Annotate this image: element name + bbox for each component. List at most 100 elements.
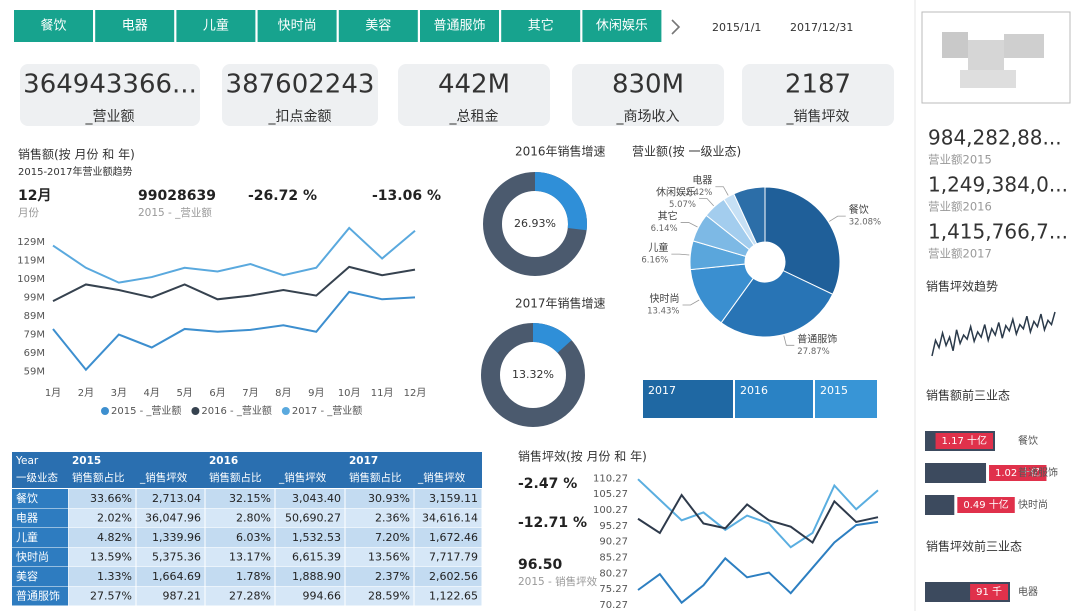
- year-button[interactable]: [735, 380, 813, 418]
- series-line: [637, 493, 879, 544]
- series-line: [637, 520, 879, 605]
- y-tick-label: 69M: [24, 348, 45, 359]
- table-cell: [205, 547, 275, 567]
- table-cell: [275, 528, 345, 547]
- logo-blur: [960, 70, 1016, 88]
- pie-slice: [720, 269, 834, 338]
- tab-label: 其它: [528, 18, 554, 34]
- x-tick-label: 5月: [176, 387, 192, 399]
- table-year: 2015: [72, 455, 101, 467]
- y-tick-label: 70.27: [599, 600, 628, 611]
- tab[interactable]: [176, 10, 256, 42]
- ring-label: 26.93%: [514, 217, 556, 230]
- table-cell: [275, 489, 345, 508]
- table-cell: [12, 508, 68, 528]
- tab[interactable]: [582, 10, 662, 42]
- table-cell: [275, 567, 345, 586]
- x-tick-label: 2月: [78, 387, 94, 399]
- ring-arc: [535, 172, 587, 231]
- y-tick-label: 85.27: [599, 552, 628, 563]
- chart-title: 销售坪效(按 月份 和 年): [518, 449, 647, 464]
- kpi-value: 442M: [438, 70, 510, 100]
- year-button-label: 2016: [740, 384, 768, 397]
- table-cell-text: 987.21: [163, 590, 202, 603]
- year-button[interactable]: [643, 380, 733, 418]
- tab-scroll-arrow[interactable]: [671, 19, 681, 35]
- table-row-label: 快时尚: [16, 550, 49, 564]
- tab[interactable]: [501, 10, 581, 42]
- x-tick-label: 6月: [209, 387, 225, 399]
- y-tick-label: 90.27: [599, 537, 628, 548]
- bar-label-box: [935, 433, 993, 449]
- sidebar-kpi-value: 1,249,384,0...: [928, 173, 1068, 197]
- table-cell: [345, 567, 414, 586]
- x-tick-label: 1月: [45, 387, 61, 399]
- x-tick-label: 7月: [242, 387, 258, 399]
- pie-category: 快时尚: [650, 292, 680, 305]
- table-cell: [68, 547, 136, 567]
- x-tick-label: 9月: [308, 387, 324, 399]
- table-cell-text: 7,717.79: [429, 551, 478, 564]
- pie-leader: [671, 253, 690, 256]
- pie-leader: [783, 335, 795, 346]
- tab[interactable]: [14, 10, 93, 42]
- y-tick-label: 95.27: [599, 521, 628, 532]
- table-column: _销售坪效: [417, 471, 466, 484]
- tab[interactable]: [257, 10, 337, 42]
- tab-label: 餐饮: [40, 18, 66, 34]
- kpi-card: [742, 64, 894, 126]
- series-line: [52, 290, 416, 372]
- table-cell: [414, 586, 482, 606]
- pie-value-label: 32.08%: [849, 218, 881, 228]
- card-value: -12.71 %: [518, 515, 587, 531]
- table-cell-text: 13.56%: [368, 551, 410, 564]
- pie-leader: [680, 222, 698, 228]
- table-cell-text: 4.82%: [97, 531, 132, 544]
- table-cell-text: 30.93%: [368, 492, 410, 505]
- table-header-label: 一级业态: [16, 471, 58, 484]
- table-column: 销售额占比: [209, 471, 262, 484]
- kpi-label: _总租金: [449, 109, 499, 125]
- table-cell: [136, 567, 205, 586]
- logo-blur: [968, 40, 1004, 70]
- x-tick-label: 12月: [404, 387, 427, 399]
- table-cell: [68, 508, 136, 528]
- table-cell-text: 2.80%: [236, 512, 271, 525]
- table-cell-text: 27.57%: [90, 590, 132, 603]
- tab[interactable]: [420, 10, 499, 42]
- sidebar-kpi-label: 营业额2017: [928, 247, 992, 261]
- tab[interactable]: [338, 10, 418, 42]
- kpi-label: _营业额: [85, 109, 135, 125]
- y-tick-label: 109M: [17, 274, 45, 285]
- table-cell-text: 1,888.90: [292, 570, 341, 583]
- card-value: 96.50: [518, 557, 563, 573]
- pie-leader: [715, 186, 729, 196]
- tab[interactable]: [95, 10, 175, 42]
- table-cell: [414, 528, 482, 547]
- y-tick-label: 110.27: [593, 473, 628, 484]
- table-cell-text: 2,713.04: [152, 492, 201, 505]
- card-value: 99028639: [138, 188, 216, 204]
- table-row-label: 电器: [16, 512, 38, 525]
- card-value: 12月: [18, 188, 51, 204]
- chart-subtitle: 2015-2017年营业额趋势: [18, 165, 133, 178]
- table-cell-text: 2.36%: [375, 512, 410, 525]
- table-cell: [414, 489, 482, 508]
- pie-category: 休闲娱乐: [656, 186, 696, 199]
- table-cell-text: 2.02%: [97, 512, 132, 525]
- bar-label-box: [970, 584, 1008, 600]
- kpi-label: _销售坪效: [786, 109, 850, 125]
- bar: [925, 495, 955, 515]
- year-button[interactable]: [815, 380, 877, 418]
- pie-value-label: 13.43%: [647, 307, 679, 317]
- tab-label: 快时尚: [278, 19, 317, 34]
- table-cell-text: 1,122.65: [429, 590, 478, 603]
- legend-marker: [191, 407, 200, 415]
- table-column: _销售坪效: [278, 471, 327, 484]
- kpi-label: _扣点金额: [268, 109, 332, 125]
- table-cell-text: 1,339.96: [152, 531, 201, 544]
- legend-label: 2015 - _营业额: [111, 404, 181, 417]
- series-line: [52, 226, 416, 284]
- card-label: 月份: [18, 207, 39, 219]
